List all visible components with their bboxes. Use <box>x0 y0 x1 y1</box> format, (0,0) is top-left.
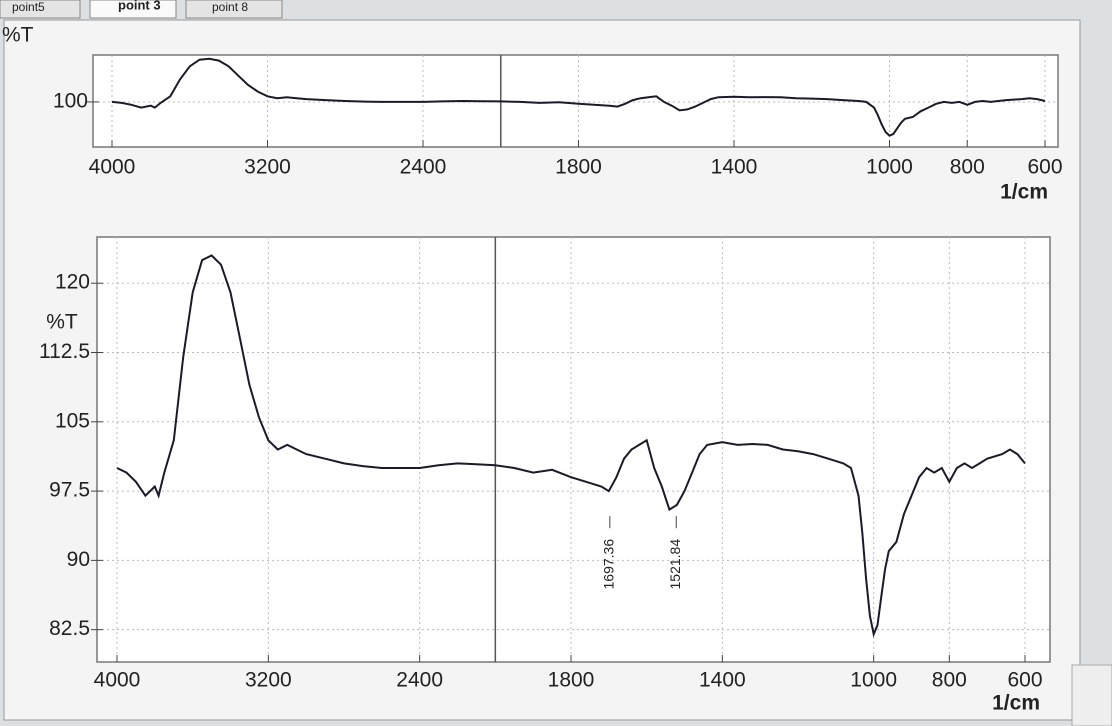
x-tick-label: 4000 <box>94 669 141 692</box>
x-tick-label: 600 <box>1027 156 1062 179</box>
page: point5 point 3 point 8 4000 3200 2400 1800 1… <box>0 0 1112 726</box>
y-tick-label: 97.5 <box>49 479 90 502</box>
x-tick-label: 2400 <box>400 156 447 179</box>
x-tick-label: 3200 <box>245 669 292 692</box>
charts: 4000 3200 2400 1800 1400 1000 800 600 100 1/cm %T 4… <box>2 24 1063 715</box>
tab-bar: point5 point 3 point 8 <box>0 0 282 18</box>
y-tick-label: 82.5 <box>49 617 90 640</box>
y-tick-label: 120 <box>55 271 90 294</box>
peak-label: 1697.36 <box>601 539 617 590</box>
x-tick-label: 4000 <box>89 156 136 179</box>
x-tick-label: 1000 <box>850 669 897 692</box>
x-axis-label: 1/cm <box>1000 181 1048 204</box>
x-tick-label: 1800 <box>555 156 602 179</box>
x-tick-label: 1800 <box>548 669 595 692</box>
plot-area <box>97 237 1050 662</box>
x-tick-label: 1400 <box>699 669 746 692</box>
tab-label[interactable]: point5 <box>12 0 45 14</box>
y-tick-label: 100 <box>53 89 88 112</box>
x-tick-label: 1000 <box>866 156 913 179</box>
x-tick-label: 3200 <box>244 156 291 179</box>
x-tick-label: 2400 <box>396 669 443 692</box>
x-tick-label: 1400 <box>711 156 758 179</box>
y-tick-label: 90 <box>67 548 90 571</box>
y-tick-label: 112.5 <box>39 340 90 363</box>
tab-label[interactable]: point 3 <box>118 0 161 12</box>
plot-area <box>93 55 1058 147</box>
x-tick-label: 800 <box>950 156 985 179</box>
y-axis-label: %T <box>46 311 78 334</box>
side-panel <box>1072 665 1112 726</box>
screen: point5 point 3 point 8 4000 3200 2400 1800 1… <box>0 0 1112 726</box>
peak-label: 1521.84 <box>667 539 683 590</box>
y-tick-label: 105 <box>55 409 90 432</box>
y-axis-label: %T <box>2 24 34 47</box>
x-tick-label: 800 <box>932 669 967 692</box>
x-tick-label: 600 <box>1007 669 1042 692</box>
x-axis-label: 1/cm <box>992 692 1040 715</box>
tab-label[interactable]: point 8 <box>212 0 248 14</box>
